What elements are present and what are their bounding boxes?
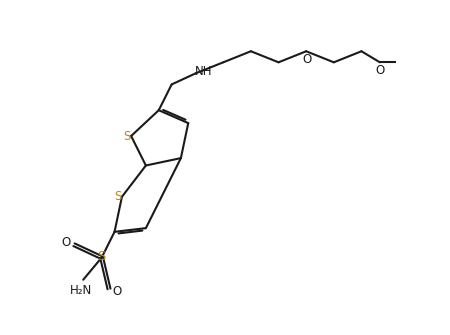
Text: O: O bbox=[61, 236, 71, 249]
Text: S: S bbox=[98, 250, 106, 263]
Text: O: O bbox=[112, 285, 122, 298]
Text: NH: NH bbox=[195, 65, 212, 78]
Text: O: O bbox=[302, 53, 311, 66]
Text: O: O bbox=[376, 64, 385, 77]
Text: S: S bbox=[114, 190, 121, 203]
Text: H₂N: H₂N bbox=[70, 283, 93, 296]
Text: S: S bbox=[123, 130, 130, 142]
